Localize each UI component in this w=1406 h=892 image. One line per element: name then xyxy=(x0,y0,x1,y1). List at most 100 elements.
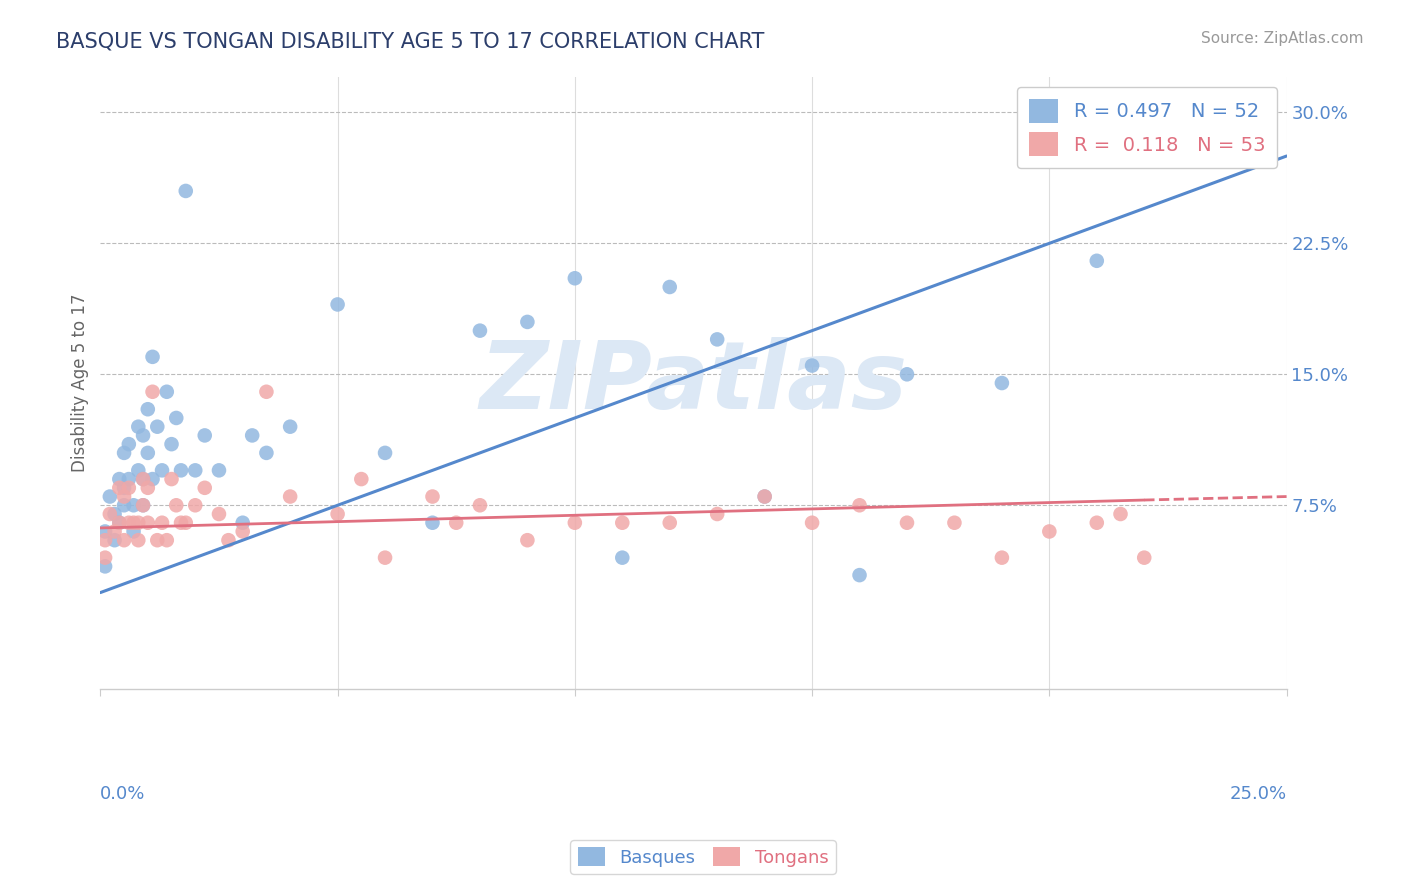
Point xyxy=(754,490,776,504)
Point xyxy=(208,507,231,521)
Point xyxy=(94,550,117,565)
Point xyxy=(118,472,141,486)
Point xyxy=(141,350,163,364)
Point xyxy=(112,498,135,512)
Point xyxy=(94,533,117,548)
Point xyxy=(801,359,824,373)
Point xyxy=(136,402,159,417)
Point xyxy=(103,507,125,521)
Point xyxy=(208,463,231,477)
Point xyxy=(98,490,121,504)
Point xyxy=(350,472,373,486)
Point xyxy=(118,516,141,530)
Point xyxy=(150,516,173,530)
Point xyxy=(374,550,396,565)
Point xyxy=(217,533,239,548)
Text: 25.0%: 25.0% xyxy=(1229,785,1286,803)
Point xyxy=(150,463,173,477)
Point xyxy=(103,533,125,548)
Point xyxy=(468,498,491,512)
Point xyxy=(146,533,169,548)
Point xyxy=(422,516,444,530)
Point xyxy=(127,516,149,530)
Point xyxy=(170,463,193,477)
Point xyxy=(254,384,277,399)
Point xyxy=(132,472,155,486)
Point xyxy=(254,446,277,460)
Point xyxy=(160,437,183,451)
Point xyxy=(127,419,149,434)
Point xyxy=(94,524,117,539)
Point xyxy=(991,376,1014,390)
Point xyxy=(141,472,163,486)
Point xyxy=(754,490,776,504)
Point xyxy=(422,490,444,504)
Point xyxy=(156,533,179,548)
Point xyxy=(612,516,634,530)
Point xyxy=(326,507,349,521)
Point xyxy=(98,507,121,521)
Point xyxy=(170,516,193,530)
Point xyxy=(232,524,254,539)
Point xyxy=(174,516,197,530)
Point xyxy=(991,550,1014,565)
Point xyxy=(103,524,125,539)
Point xyxy=(468,324,491,338)
Text: BASQUE VS TONGAN DISABILITY AGE 5 TO 17 CORRELATION CHART: BASQUE VS TONGAN DISABILITY AGE 5 TO 17 … xyxy=(56,31,765,51)
Point xyxy=(174,184,197,198)
Point xyxy=(326,297,349,311)
Point xyxy=(132,498,155,512)
Point xyxy=(232,516,254,530)
Point xyxy=(374,446,396,460)
Point xyxy=(564,271,586,285)
Point xyxy=(118,481,141,495)
Point xyxy=(127,463,149,477)
Point xyxy=(194,428,217,442)
Point xyxy=(122,498,145,512)
Point xyxy=(108,481,131,495)
Point xyxy=(156,384,179,399)
Point xyxy=(194,481,217,495)
Point xyxy=(146,419,169,434)
Point xyxy=(184,498,207,512)
Point xyxy=(801,516,824,530)
Point xyxy=(516,315,538,329)
Point xyxy=(278,419,301,434)
Point xyxy=(141,384,163,399)
Point xyxy=(132,428,155,442)
Point xyxy=(706,332,728,346)
Point xyxy=(136,516,159,530)
Point xyxy=(516,533,538,548)
Point xyxy=(943,516,966,530)
Point xyxy=(240,428,263,442)
Point xyxy=(112,481,135,495)
Point xyxy=(132,472,155,486)
Point xyxy=(896,368,918,382)
Point xyxy=(108,516,131,530)
Point xyxy=(94,559,117,574)
Point xyxy=(160,472,183,486)
Point xyxy=(848,568,870,582)
Point xyxy=(136,446,159,460)
Point xyxy=(1038,524,1060,539)
Point xyxy=(1109,507,1132,521)
Point xyxy=(165,498,187,512)
Text: 0.0%: 0.0% xyxy=(100,785,146,803)
Y-axis label: Disability Age 5 to 17: Disability Age 5 to 17 xyxy=(72,293,89,472)
Point xyxy=(112,490,135,504)
Point xyxy=(564,516,586,530)
Point xyxy=(122,524,145,539)
Point xyxy=(108,516,131,530)
Point xyxy=(848,498,870,512)
Text: Source: ZipAtlas.com: Source: ZipAtlas.com xyxy=(1201,31,1364,46)
Point xyxy=(1133,550,1156,565)
Point xyxy=(112,446,135,460)
Legend: R = 0.497   N = 52, R =  0.118   N = 53: R = 0.497 N = 52, R = 0.118 N = 53 xyxy=(1018,87,1277,168)
Point xyxy=(1085,516,1108,530)
Legend: Basques, Tongans: Basques, Tongans xyxy=(571,840,835,874)
Point xyxy=(165,411,187,425)
Point xyxy=(136,481,159,495)
Point xyxy=(896,516,918,530)
Point xyxy=(658,280,681,294)
Point xyxy=(118,437,141,451)
